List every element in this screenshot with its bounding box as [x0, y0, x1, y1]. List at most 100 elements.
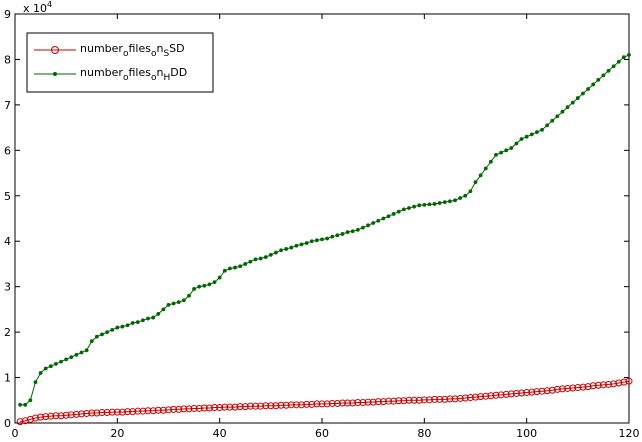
y-tick-label: 8 — [4, 53, 11, 66]
y-tick-label: 9 — [4, 8, 11, 21]
data-point — [328, 399, 336, 407]
data-point — [472, 393, 479, 401]
data-point — [366, 223, 370, 228]
data-point — [115, 325, 120, 330]
data-point — [294, 243, 299, 248]
data-point — [575, 96, 580, 100]
data-point — [584, 383, 592, 391]
data-point — [514, 141, 519, 146]
y-tick-label: 0 — [4, 417, 11, 430]
data-point — [569, 384, 577, 392]
data-point — [94, 334, 99, 339]
data-point — [42, 413, 50, 421]
data-point — [504, 148, 509, 153]
data-point — [187, 293, 191, 298]
data-point — [84, 348, 89, 353]
data-point — [553, 385, 561, 393]
data-point — [267, 402, 275, 410]
x-tick-label: 40 — [213, 427, 227, 440]
data-point — [129, 408, 137, 416]
data-point — [422, 202, 427, 207]
x-tick-label: 20 — [110, 427, 124, 440]
data-point — [436, 395, 444, 403]
data-point — [207, 282, 212, 287]
data-point — [355, 227, 360, 232]
data-point — [545, 123, 550, 128]
data-point — [292, 401, 300, 409]
data-point — [376, 218, 381, 223]
data-point — [548, 386, 556, 394]
data-point — [396, 209, 401, 214]
data-point — [175, 405, 183, 413]
data-point — [141, 318, 145, 323]
data-point — [248, 259, 253, 264]
data-point — [349, 399, 357, 407]
data-point — [565, 105, 570, 110]
data-point — [320, 237, 324, 242]
data-point — [263, 255, 268, 260]
data-point — [627, 53, 631, 57]
data-point — [483, 166, 488, 171]
data-point — [591, 82, 596, 87]
data-point — [238, 264, 243, 269]
data-point — [83, 409, 91, 417]
data-point — [47, 412, 55, 420]
data-point — [89, 339, 94, 344]
data-point — [524, 134, 529, 139]
data-point — [492, 391, 500, 399]
data-point — [79, 350, 84, 355]
y-scale-base: x 10 — [23, 2, 47, 15]
data-point — [279, 248, 283, 253]
data-point — [555, 114, 560, 119]
data-point — [395, 397, 403, 405]
data-point — [54, 362, 58, 366]
data-point — [533, 388, 541, 396]
data-point — [333, 399, 341, 407]
data-point — [221, 403, 229, 411]
data-point — [197, 284, 202, 289]
y-scale-label: x 104 — [23, 0, 52, 15]
data-point — [473, 180, 478, 185]
data-point — [386, 214, 391, 219]
data-point — [502, 390, 510, 398]
data-point — [579, 383, 587, 391]
data-point — [340, 232, 345, 236]
data-point — [257, 402, 265, 410]
data-point — [57, 412, 65, 420]
data-point — [528, 388, 536, 396]
data-point — [606, 68, 611, 73]
data-point — [272, 402, 280, 410]
data-point — [216, 404, 224, 412]
legend-marker — [53, 72, 57, 76]
data-point — [437, 201, 442, 205]
data-point — [589, 382, 597, 390]
data-point — [518, 389, 526, 397]
data-point — [371, 221, 376, 225]
data-point — [405, 396, 413, 404]
data-point — [274, 250, 278, 255]
data-point — [543, 387, 551, 395]
data-point — [560, 109, 565, 114]
data-point — [390, 397, 398, 405]
data-point — [535, 130, 539, 135]
data-point — [415, 396, 423, 404]
data-point — [28, 398, 33, 403]
data-point — [538, 387, 546, 395]
data-point — [448, 199, 452, 204]
data-point — [425, 396, 433, 404]
data-point — [62, 411, 70, 419]
data-point — [446, 395, 454, 403]
data-point — [135, 320, 140, 325]
data-point — [154, 406, 162, 414]
data-point — [118, 408, 126, 416]
data-point — [599, 381, 607, 389]
y-tick-label: 1 — [4, 372, 11, 385]
series-layer — [16, 53, 633, 426]
data-point — [497, 391, 505, 399]
data-point — [100, 332, 104, 337]
data-point — [108, 408, 116, 416]
data-point — [345, 230, 350, 235]
data-point — [570, 100, 575, 105]
data-point — [185, 405, 193, 413]
data-point — [453, 198, 457, 203]
